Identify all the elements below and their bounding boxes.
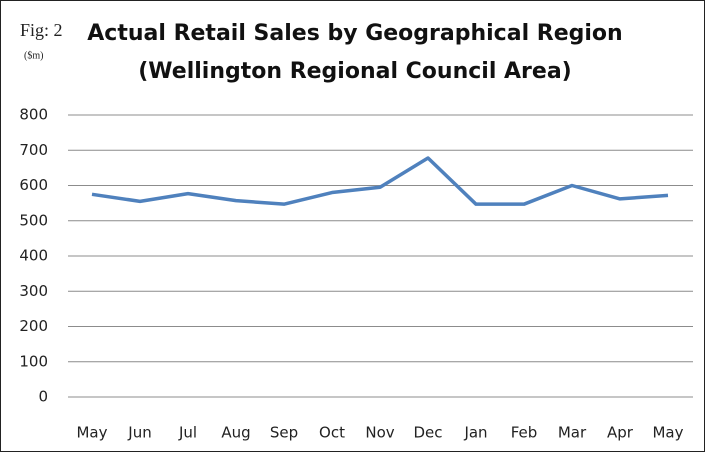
x-tick-label: May <box>76 424 107 442</box>
data-line <box>91 156 669 206</box>
x-tick-label: Aug <box>221 424 250 442</box>
x-tick-label: Jul <box>178 424 197 442</box>
x-tick-label: Sep <box>270 424 298 442</box>
y-tick-label: 300 <box>19 282 48 300</box>
y-tick-label: 800 <box>19 106 48 124</box>
chart-title: (Wellington Regional Council Area) <box>138 59 571 84</box>
y-tick-label: 400 <box>19 247 48 265</box>
x-tick-label: Jun <box>127 424 151 442</box>
x-tick-label: Feb <box>511 424 538 442</box>
y-tick-label: 100 <box>19 352 48 370</box>
x-tick-label: Jan <box>463 424 487 442</box>
y-tick-label: 0 <box>38 388 48 406</box>
x-tick-label: Nov <box>365 424 394 442</box>
x-tick-label: Apr <box>607 424 634 442</box>
x-tick-label: May <box>652 424 683 442</box>
x-tick-label: Mar <box>558 424 587 442</box>
unit-label: ($m) <box>24 50 43 61</box>
y-tick-label: 600 <box>19 176 48 194</box>
chart-title: Actual Retail Sales by Geographical Regi… <box>87 21 622 46</box>
y-tick-label: 700 <box>19 141 48 159</box>
x-tick-label: Dec <box>413 424 442 442</box>
y-tick-label: 200 <box>19 317 48 335</box>
figure-label: Fig: 2 <box>20 20 63 40</box>
y-tick-label: 500 <box>19 211 48 229</box>
x-tick-label: Oct <box>319 424 345 442</box>
